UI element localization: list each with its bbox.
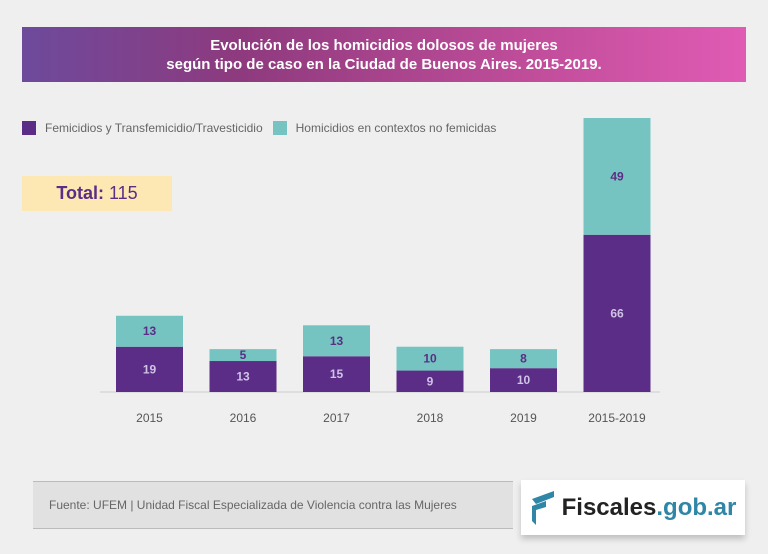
bar-2015-series-0 bbox=[116, 346, 183, 392]
data-label: 13 bbox=[330, 334, 344, 348]
x-tick-label: 2015-2019 bbox=[588, 411, 646, 425]
data-label: 19 bbox=[143, 362, 157, 376]
data-label: 66 bbox=[610, 306, 624, 320]
total-value: 115 bbox=[108, 183, 138, 203]
x-tick-label: 2018 bbox=[417, 411, 444, 425]
data-label: 10 bbox=[423, 352, 437, 366]
bar-2018-series-1 bbox=[396, 346, 464, 371]
logo-flag-icon bbox=[531, 490, 554, 525]
x-tick-label: 2017 bbox=[323, 411, 350, 425]
total-badge: Total: 115 bbox=[22, 176, 172, 211]
data-label: 9 bbox=[427, 374, 434, 388]
bar-2015-series-1 bbox=[116, 315, 183, 347]
data-label: 13 bbox=[236, 370, 250, 384]
source-note: Fuente: UFEM | Unidad Fiscal Especializa… bbox=[33, 481, 513, 529]
total-label: Total: bbox=[56, 183, 104, 203]
data-label: 13 bbox=[143, 324, 157, 338]
bar-2017-series-0 bbox=[303, 356, 370, 392]
logo-text-fiscales: Fiscales bbox=[561, 493, 657, 521]
bar-2015-2019-series-0 bbox=[583, 234, 651, 392]
title-banner: Evolución de los homicidios dolosos de m… bbox=[22, 27, 746, 82]
bar-2019-series-1 bbox=[490, 349, 557, 369]
bar-2015-2019-series-1 bbox=[583, 118, 651, 235]
title-line-1: Evolución de los homicidios dolosos de m… bbox=[210, 36, 558, 54]
x-tick-label: 2016 bbox=[230, 411, 257, 425]
data-label: 8 bbox=[520, 352, 527, 366]
data-label: 10 bbox=[517, 373, 531, 387]
data-label: 49 bbox=[610, 169, 624, 183]
bar-2019-series-0 bbox=[490, 368, 557, 392]
x-tick-label: 2019 bbox=[510, 411, 537, 425]
logo-text-gob: .gob.ar bbox=[656, 493, 737, 521]
bar-2016-series-1 bbox=[209, 349, 277, 362]
legend-swatch-homicidios bbox=[272, 121, 287, 135]
legend-label-homicidios: Homicidios en contextos no femicidas bbox=[295, 121, 497, 135]
bar-2017-series-1 bbox=[303, 325, 370, 357]
legend: Femicidios y Transfemicidio/Travesticidi… bbox=[22, 121, 496, 135]
data-label: 5 bbox=[240, 348, 247, 362]
fiscales-logo: Fiscales .gob.ar bbox=[521, 480, 745, 535]
data-label: 15 bbox=[330, 367, 344, 381]
bar-2018-series-0 bbox=[396, 370, 464, 392]
legend-label-femicidios: Femicidios y Transfemicidio/Travesticidi… bbox=[45, 121, 263, 135]
legend-swatch-femicidios bbox=[22, 121, 36, 135]
title-line-2: según tipo de caso en la Ciudad de Bueno… bbox=[166, 55, 602, 73]
bar-2016-series-0 bbox=[209, 361, 277, 392]
x-tick-label: 2015 bbox=[136, 411, 163, 425]
